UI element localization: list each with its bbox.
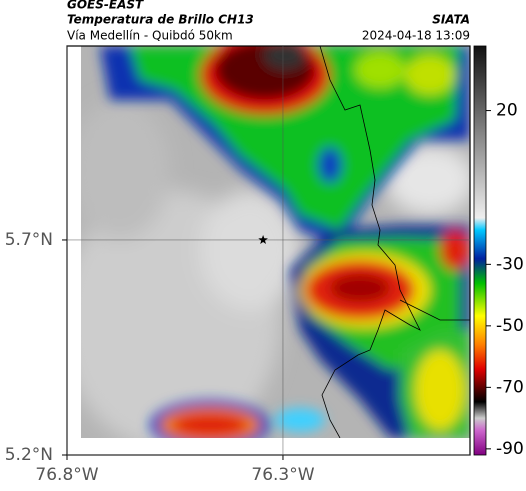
- x-tick-label: 76.3°W: [251, 465, 314, 485]
- colorbar-tick-label: -30: [496, 254, 524, 274]
- timestamp: 2024-04-18 13:09: [362, 29, 470, 43]
- colorbar-tick-label: -70: [496, 377, 524, 397]
- title: Temperatura de Brillo CH13: [67, 13, 254, 27]
- satellite-image: [81, 46, 470, 438]
- colorbar-tick-label: -50: [496, 316, 524, 336]
- subtitle: Vía Medellín - Quibdó 50km: [67, 29, 233, 43]
- colorbar: [473, 45, 487, 456]
- location-marker: [258, 235, 268, 244]
- org: SIATA: [432, 13, 470, 27]
- y-tick-label: 5.2°N: [5, 445, 53, 465]
- x-tick-label: 76.8°W: [35, 465, 98, 485]
- colorbar-tick-label: -90: [496, 439, 524, 459]
- source: GOES-EAST: [67, 0, 144, 12]
- colorbar-tick-label: 20: [496, 101, 518, 121]
- y-tick-label: 5.7°N: [5, 230, 53, 250]
